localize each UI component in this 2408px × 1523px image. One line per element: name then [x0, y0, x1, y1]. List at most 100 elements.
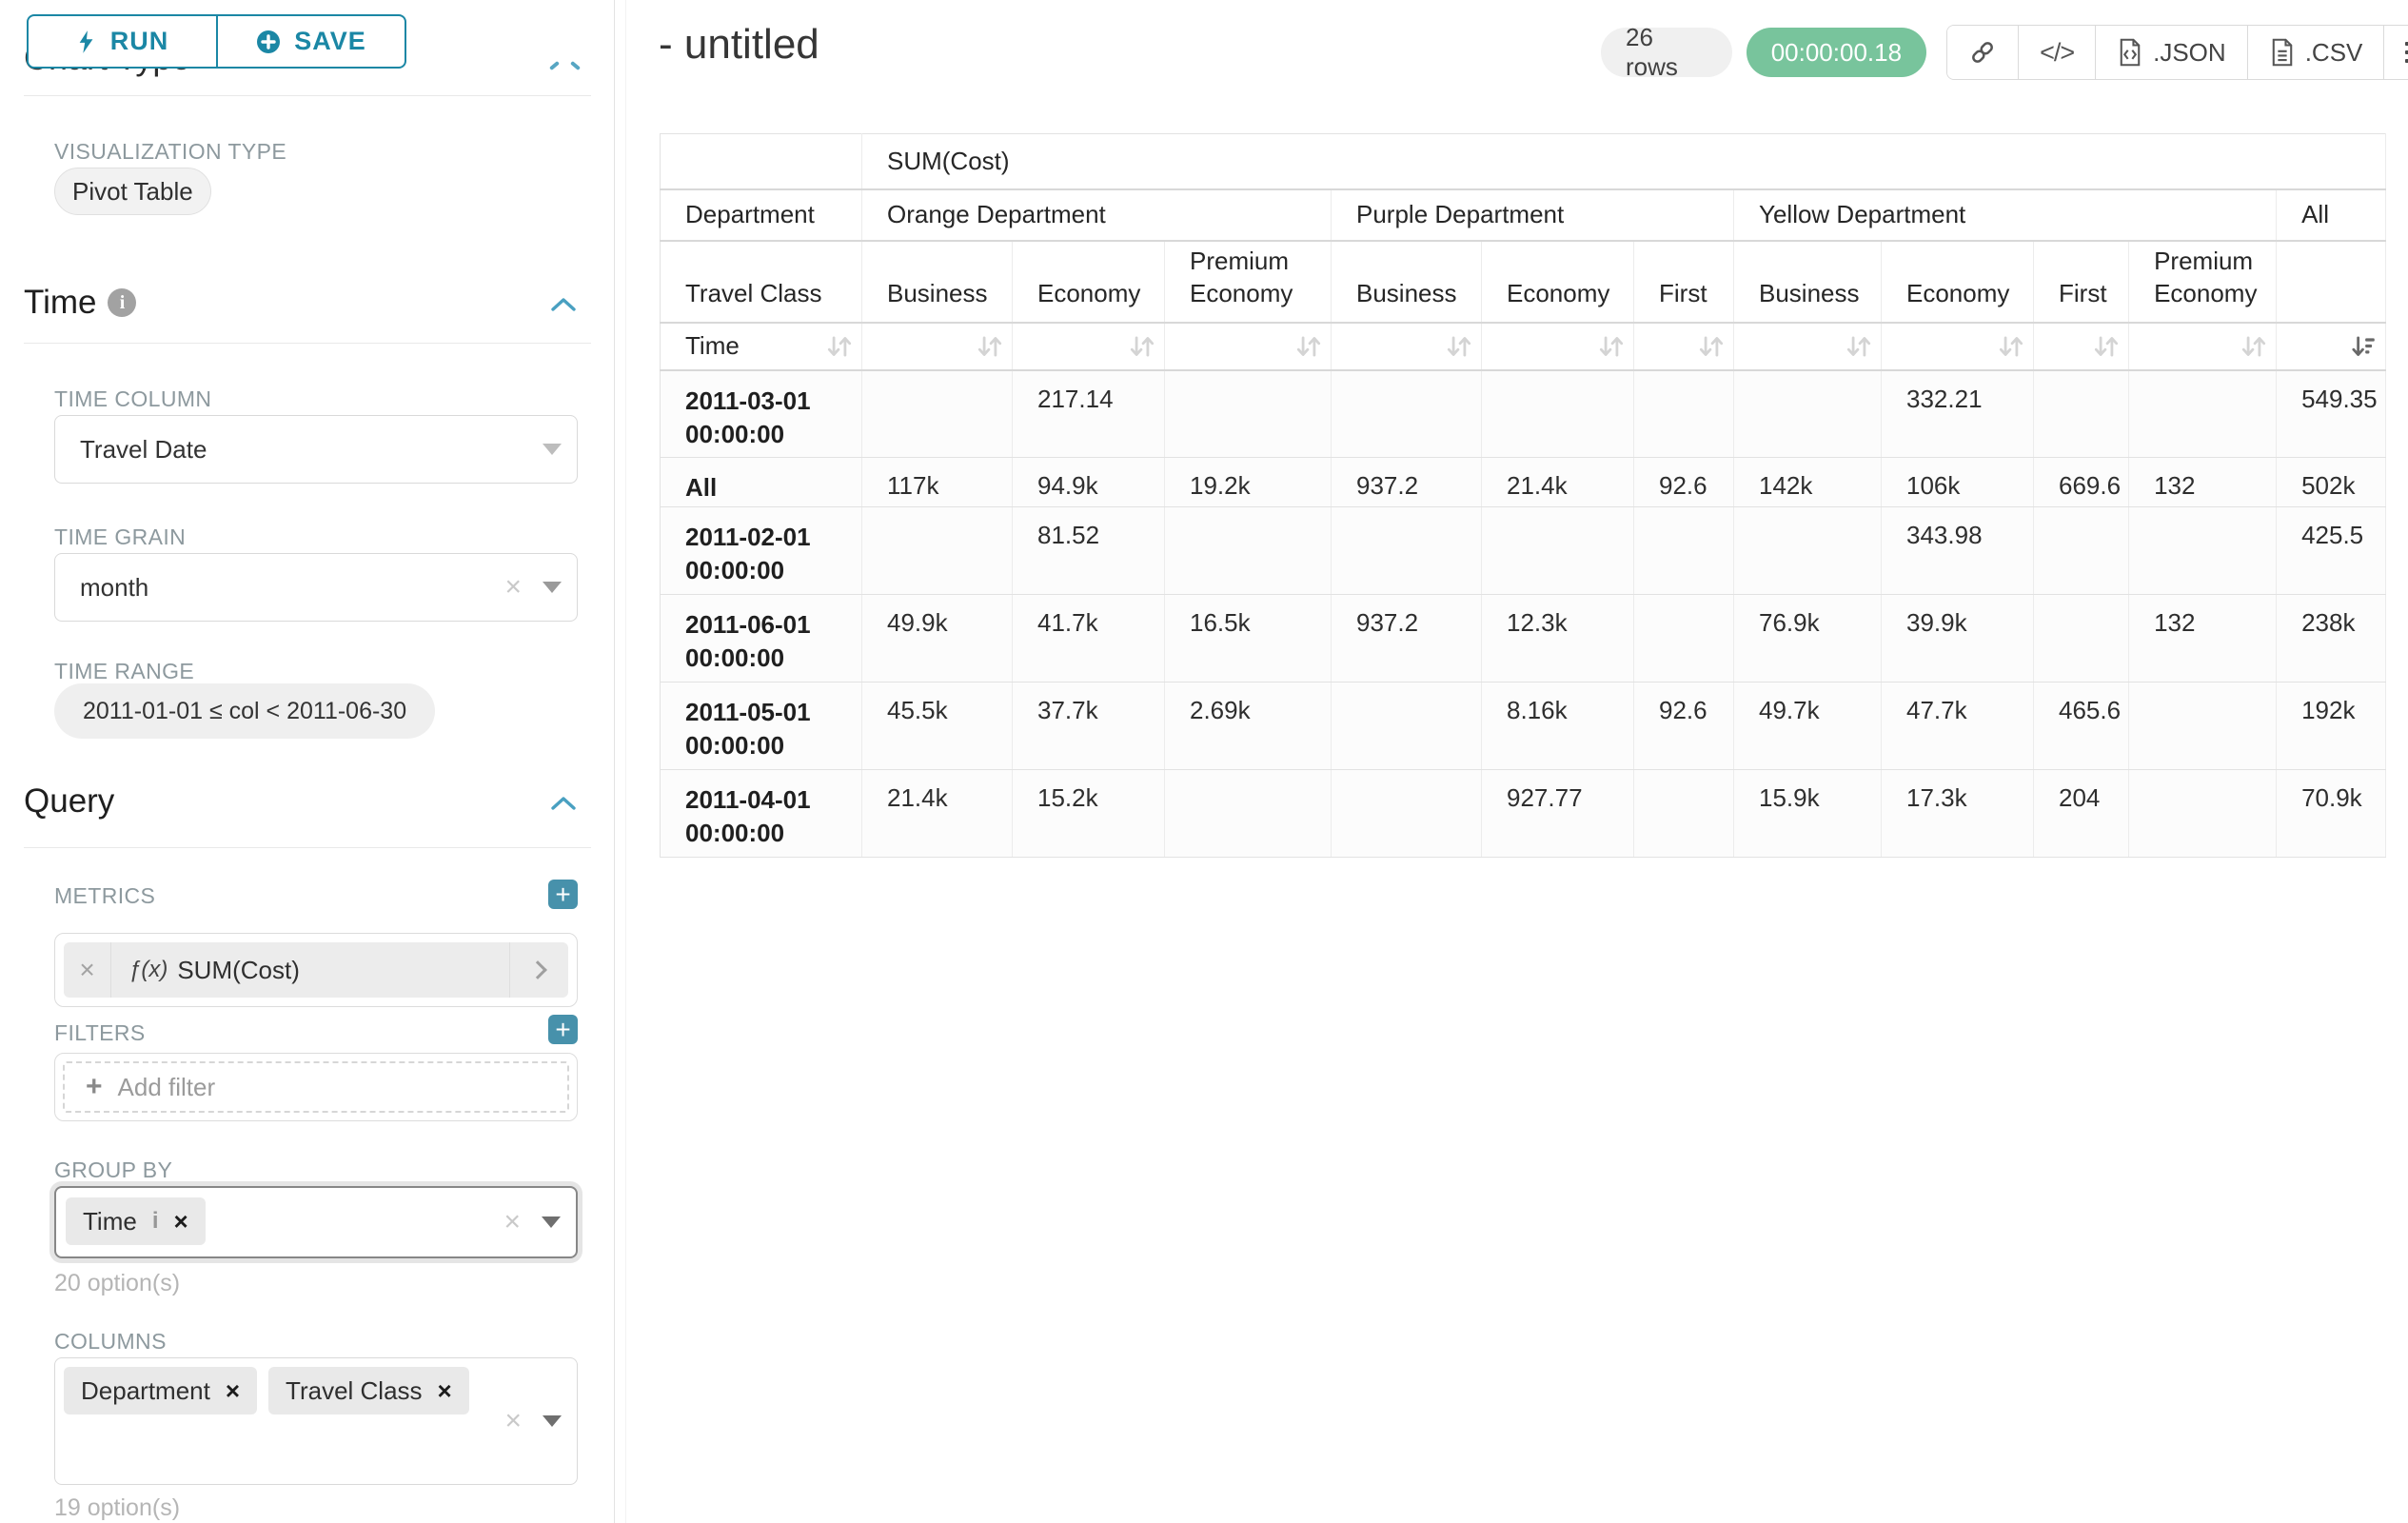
- collapse-chevron-icon[interactable]: [550, 796, 577, 811]
- expand-metric-button[interactable]: [509, 942, 568, 998]
- export-csv-button[interactable]: .CSV: [2246, 26, 2384, 79]
- sort-icon[interactable]: [1445, 334, 1473, 359]
- pivot-cell: 117k: [861, 457, 1013, 507]
- time-range-pill[interactable]: 2011-01-01 ≤ col < 2011-06-30: [54, 683, 436, 739]
- remove-chip-icon[interactable]: [438, 1376, 452, 1406]
- view-query-button[interactable]: </>: [2018, 26, 2096, 79]
- more-menu-button[interactable]: [2383, 26, 2408, 79]
- pivot-cell: 21.4k: [861, 769, 1013, 858]
- group-by-select[interactable]: Time i: [54, 1186, 578, 1258]
- pivot-cell: 927.77: [1481, 769, 1634, 858]
- sort-column-header[interactable]: [2276, 322, 2386, 371]
- export-json-button[interactable]: .JSON: [2095, 26, 2247, 79]
- sort-descending-icon[interactable]: [2349, 334, 2378, 359]
- sort-column-header[interactable]: [1881, 322, 2034, 371]
- sort-icon[interactable]: [1697, 334, 1726, 359]
- collapse-chevron-icon[interactable]: [550, 297, 577, 312]
- pivot-cell: 49.7k: [1733, 682, 1882, 770]
- sort-column-header[interactable]: [2033, 322, 2130, 371]
- sort-icon[interactable]: [1845, 334, 1873, 359]
- chevron-down-icon[interactable]: [542, 1216, 561, 1228]
- sort-icon[interactable]: [976, 334, 1004, 359]
- time-grain-select[interactable]: month: [54, 553, 578, 622]
- sort-icon[interactable]: [1294, 334, 1323, 359]
- visualization-type-chip[interactable]: Pivot Table: [54, 168, 211, 215]
- travel-class-header: First: [1633, 240, 1734, 324]
- sort-icon[interactable]: [1128, 334, 1156, 359]
- pivot-cell: 106k: [1881, 457, 2034, 507]
- chart-title[interactable]: - untitled: [659, 21, 819, 68]
- share-link-button[interactable]: [1947, 26, 2019, 79]
- columns-options-hint: 19 option(s): [54, 1494, 181, 1521]
- time-section-header[interactable]: Time i: [24, 284, 137, 322]
- save-button[interactable]: SAVE: [217, 14, 406, 69]
- time-sort-header[interactable]: Time: [660, 322, 862, 371]
- time-column-value: Travel Date: [80, 434, 207, 464]
- table-row: 2011-03-01 00:00:00 217.14 332.21 549.35: [660, 369, 2386, 458]
- csv-file-icon: [2272, 38, 2292, 67]
- link-icon: [1972, 42, 1993, 63]
- department-group-header: Purple Department: [1331, 188, 1734, 242]
- sort-icon[interactable]: [2092, 334, 2121, 359]
- clear-icon[interactable]: [504, 1405, 522, 1437]
- pivot-cell: 669.6: [2033, 457, 2130, 507]
- menu-icon: [2405, 42, 2408, 63]
- time-column-select[interactable]: Travel Date: [54, 415, 578, 484]
- row-time-header: All: [660, 457, 862, 507]
- chevron-up-icon[interactable]: [549, 60, 560, 71]
- metric-chip[interactable]: ƒ(x) SUM(Cost): [64, 942, 568, 998]
- info-icon[interactable]: i: [108, 288, 137, 317]
- query-section-header[interactable]: Query: [24, 782, 114, 821]
- sort-icon[interactable]: [825, 334, 854, 359]
- sort-column-header[interactable]: [1331, 322, 1482, 371]
- function-icon: ƒ(x): [128, 957, 168, 982]
- pivot-cell: [861, 369, 1013, 458]
- travel-class-header-row: Travel Class Business Economy Premium Econ…: [660, 240, 2386, 324]
- chevron-down-icon[interactable]: [543, 582, 562, 593]
- metrics-box: ƒ(x) SUM(Cost): [54, 933, 578, 1007]
- sort-column-header[interactable]: [1733, 322, 1882, 371]
- columns-select[interactable]: Department Travel Class: [54, 1357, 578, 1485]
- sort-column-header[interactable]: [1481, 322, 1634, 371]
- sort-icon[interactable]: [2240, 334, 2268, 359]
- clear-icon[interactable]: [504, 571, 522, 603]
- sort-column-header[interactable]: [1633, 322, 1734, 371]
- sort-column-header[interactable]: [1164, 322, 1332, 371]
- corner-cell: [660, 133, 862, 190]
- pivot-cell: 15.2k: [1012, 769, 1165, 858]
- chevron-down-icon[interactable]: [543, 444, 562, 455]
- pivot-cell: 41.7k: [1012, 594, 1165, 682]
- metric-header-row: SUM(Cost): [660, 133, 2386, 190]
- sort-icon[interactable]: [1597, 334, 1626, 359]
- run-button[interactable]: RUN: [27, 14, 217, 69]
- code-icon: </>: [2040, 37, 2075, 67]
- pivot-cell: 92.6: [1633, 682, 1734, 770]
- remove-metric-icon[interactable]: [64, 942, 111, 998]
- info-icon[interactable]: i: [151, 1208, 159, 1234]
- pivot-cell: 17.3k: [1881, 769, 2034, 858]
- sort-column-header[interactable]: [1012, 322, 1165, 371]
- columns-chip[interactable]: Department: [64, 1367, 258, 1414]
- add-metric-button[interactable]: [548, 880, 578, 909]
- chevron-up-icon[interactable]: [570, 60, 581, 71]
- sort-column-header[interactable]: [2128, 322, 2278, 371]
- run-button-label: RUN: [109, 27, 169, 55]
- clear-icon[interactable]: [503, 1206, 521, 1238]
- pivot-cell: 70.9k: [2276, 769, 2386, 858]
- remove-chip-icon[interactable]: [226, 1376, 240, 1406]
- pivot-cell: 937.2: [1331, 594, 1482, 682]
- pivot-cell: [1633, 769, 1734, 858]
- remove-chip-icon[interactable]: [173, 1207, 188, 1236]
- group-by-chip[interactable]: Time i: [66, 1197, 206, 1245]
- columns-chip[interactable]: Travel Class: [268, 1367, 469, 1414]
- pivot-cell: 238k: [2276, 594, 2386, 682]
- add-filter-plus-button[interactable]: [548, 1015, 578, 1044]
- sort-column-header[interactable]: [861, 322, 1013, 371]
- sort-icon[interactable]: [1997, 334, 2025, 359]
- time-range-label: TIME RANGE: [54, 659, 195, 683]
- filters-label: FILTERS: [54, 1020, 146, 1045]
- chevron-down-icon[interactable]: [543, 1415, 562, 1427]
- add-filter-button[interactable]: Add filter: [63, 1061, 569, 1113]
- department-group-header: All: [2276, 188, 2386, 242]
- pivot-cell: [1633, 594, 1734, 682]
